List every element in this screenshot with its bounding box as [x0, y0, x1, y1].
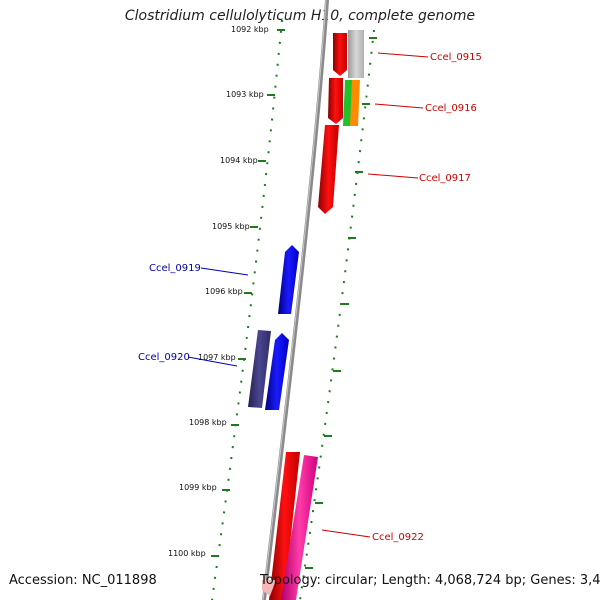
gene-feature[interactable]	[281, 455, 318, 600]
scale-labels: 1092 kbp 1093 kbp 1094 kbp 1095 kbp 1096…	[168, 25, 269, 558]
callout-lines	[187, 52, 429, 538]
gene-label-ccel-0922[interactable]: Ccel_0922	[372, 532, 424, 543]
scale-label: 1099 kbp	[179, 483, 217, 492]
gene-label-ccel-0917[interactable]: Ccel_0917	[419, 173, 471, 184]
gene-feature[interactable]	[269, 452, 300, 600]
map-title: Clostridium cellulolyticum H10, complete…	[124, 8, 476, 24]
gene-feature[interactable]	[262, 580, 276, 596]
scale-label: 1100 kbp	[168, 549, 206, 558]
major-ticks	[211, 29, 377, 569]
accession-text: Accession: NC_011898	[9, 573, 157, 588]
gene-feature[interactable]	[333, 33, 347, 76]
reverse-genes	[248, 245, 299, 410]
gene-feature[interactable]	[348, 30, 364, 78]
gene-feature[interactable]	[248, 330, 271, 408]
scale-label: 1097 kbp	[198, 353, 236, 362]
gene-feature[interactable]	[350, 80, 360, 126]
gene-feature[interactable]	[278, 245, 299, 314]
genome-backbone	[262, 0, 329, 600]
scale-label: 1094 kbp	[220, 156, 258, 165]
scale-label: 1098 kbp	[189, 418, 227, 427]
gene-label-ccel-0916[interactable]: Ccel_0916	[425, 103, 477, 114]
scale-label: 1093 kbp	[226, 90, 264, 99]
gene-label-ccel-0919[interactable]: Ccel_0919	[149, 263, 201, 274]
gene-feature[interactable]	[318, 125, 339, 214]
scale-label: 1092 kbp	[231, 25, 269, 34]
scale-label: 1096 kbp	[205, 287, 243, 296]
gene-label-ccel-0915[interactable]: Ccel_0915	[430, 52, 482, 63]
gene-label-ccel-0920[interactable]: Ccel_0920	[138, 352, 190, 363]
forward-genes	[262, 30, 364, 600]
topology-text: Topology: circular; Length: 4,068,724 bp…	[260, 573, 600, 588]
gene-feature[interactable]	[265, 333, 289, 410]
gene-feature[interactable]	[328, 78, 343, 124]
gene-labels: Ccel_0915 Ccel_0916 Ccel_0917 Ccel_0919 …	[138, 52, 482, 543]
scale-label: 1095 kbp	[212, 222, 250, 231]
reverse-tick-ring	[211, 19, 283, 600]
